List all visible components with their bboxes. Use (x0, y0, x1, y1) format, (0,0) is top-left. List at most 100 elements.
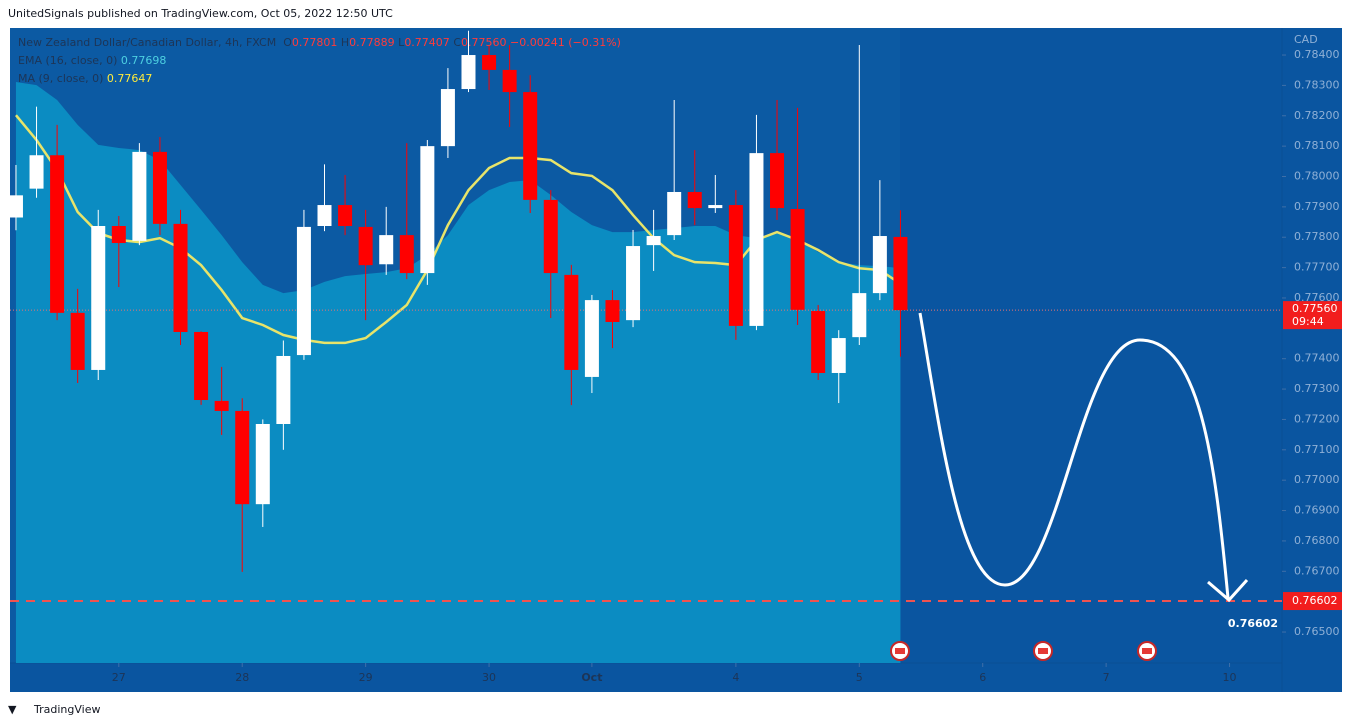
candle-body (317, 205, 332, 227)
x-tick-label: 27 (112, 671, 126, 684)
x-tick-label: 4 (732, 671, 739, 684)
y-tick-label: 0.78100 (1294, 139, 1340, 152)
candle-body (132, 151, 147, 241)
candle-body (420, 146, 435, 274)
y-tick-label: 0.78400 (1294, 48, 1340, 61)
y-tick-label: 0.76900 (1294, 504, 1340, 517)
change: −0.00241 (−0.31%) (510, 36, 621, 49)
x-tick-label: Oct (581, 671, 602, 684)
y-tick-label: 0.76500 (1294, 625, 1340, 638)
candle-body (173, 223, 188, 332)
candle-body (70, 312, 85, 370)
readout-key: C (453, 36, 461, 49)
footer-logo: TradingView (33, 703, 100, 716)
candle-body (276, 355, 291, 425)
series-value: 0.77698 (120, 54, 167, 67)
candle-body (461, 55, 476, 90)
candle-body (646, 236, 661, 246)
candle-body (502, 69, 517, 93)
candle-body (29, 155, 44, 189)
x-tick-label: 10 (1223, 671, 1237, 684)
series-name: EMA (16, close, 0) (18, 54, 118, 67)
candle-body (255, 424, 270, 505)
candle-body (358, 226, 373, 266)
footer-mark: ▼ (8, 703, 17, 716)
candle-body (235, 410, 250, 505)
y-tick-label: 0.77000 (1294, 473, 1340, 486)
y-tick-label: 0.78300 (1294, 78, 1340, 91)
y-tick-label: 0.76800 (1294, 534, 1340, 547)
candle-body (482, 55, 497, 70)
y-tick-label: 0.78200 (1294, 109, 1340, 122)
candle-body (152, 151, 167, 224)
symbol: New Zealand Dollar/Canadian Dollar, 4h, … (18, 36, 277, 49)
candle-body (728, 205, 743, 326)
candle-body (564, 274, 579, 370)
y-tick-label: 0.77200 (1294, 412, 1340, 425)
candle-body (831, 338, 846, 373)
series-value: 0.77647 (106, 72, 153, 85)
candle-body (770, 153, 785, 209)
candle-body (811, 311, 826, 373)
publisher: UnitedSignals published on TradingView.c… (8, 7, 393, 20)
candle-body (338, 205, 353, 227)
readout-key: L (398, 36, 405, 49)
plot: 0.78400 0.78300 0.78200 0.78100 0.78000 0.779… (8, 30, 1342, 684)
y-tick-label: 0.76700 (1294, 564, 1340, 577)
x-tick-label: 30 (482, 671, 496, 684)
ema-area (15, 82, 901, 663)
currency: CAD (1294, 33, 1318, 46)
x-tick-label: 6 (979, 671, 986, 684)
target-tag (1283, 592, 1342, 611)
candle-body (605, 300, 620, 322)
target-callout: 0.76602 (1228, 617, 1278, 630)
candle-body (852, 293, 867, 338)
target-axis-label: 0.76602 (1292, 594, 1338, 607)
candle-body (91, 226, 106, 370)
candle-body (440, 89, 455, 147)
readout-value: 0.77889 (349, 36, 395, 49)
x-tick-label: 28 (235, 671, 249, 684)
candle-body (111, 226, 126, 244)
candle-body (523, 92, 538, 200)
candle-body (194, 331, 209, 401)
candle-body (543, 199, 558, 274)
y-tick-label: 0.78000 (1294, 170, 1340, 183)
candle-body (296, 226, 311, 356)
candle-body (872, 236, 887, 294)
last-price-timer: 09:44 (1292, 315, 1324, 328)
candle-body (749, 153, 764, 326)
readout-key: O (283, 36, 292, 49)
y-tick-label: 0.77800 (1294, 230, 1340, 243)
symbol-row: New Zealand Dollar/Canadian Dollar, 4h, … (18, 34, 621, 52)
series-row: EMA (16, close, 0) 0.77698 (18, 52, 621, 70)
readout-value: 0.77801 (291, 36, 338, 49)
event-flags (890, 641, 1157, 661)
x-tick-label: 5 (856, 671, 863, 684)
series-rows: EMA (16, close, 0) 0.77698 MA (9, close, … (18, 52, 621, 88)
candle-body (708, 205, 723, 209)
legend: New Zealand Dollar/Canadian Dollar, 4h, … (18, 34, 621, 88)
candle-body (584, 300, 599, 377)
forecast-curve (918, 312, 1230, 599)
readout: O0.77801 H0.77889 L0.77407 C0.77560 (283, 36, 510, 49)
candle-body (399, 235, 414, 274)
readout-value: 0.77407 (404, 36, 450, 49)
y-tick-label: 0.77100 (1294, 443, 1340, 456)
x-tick-label: 29 (359, 671, 373, 684)
candle-body (8, 195, 23, 218)
y-tick-label: 0.77600 (1294, 291, 1340, 304)
last-price-label: 0.77560 (1292, 302, 1338, 315)
forecast-arrowhead (1207, 578, 1249, 603)
candle-body (379, 235, 394, 265)
y-tick-label: 0.77900 (1294, 200, 1340, 213)
readout-value: 0.77560 (461, 36, 507, 49)
x-tick-label: 7 (1103, 671, 1110, 684)
candle-body (214, 400, 229, 411)
series-name: MA (9, close, 0) (18, 72, 104, 85)
candle-body (687, 191, 702, 209)
candle-body (50, 155, 65, 313)
last-price-tag (1283, 301, 1342, 330)
